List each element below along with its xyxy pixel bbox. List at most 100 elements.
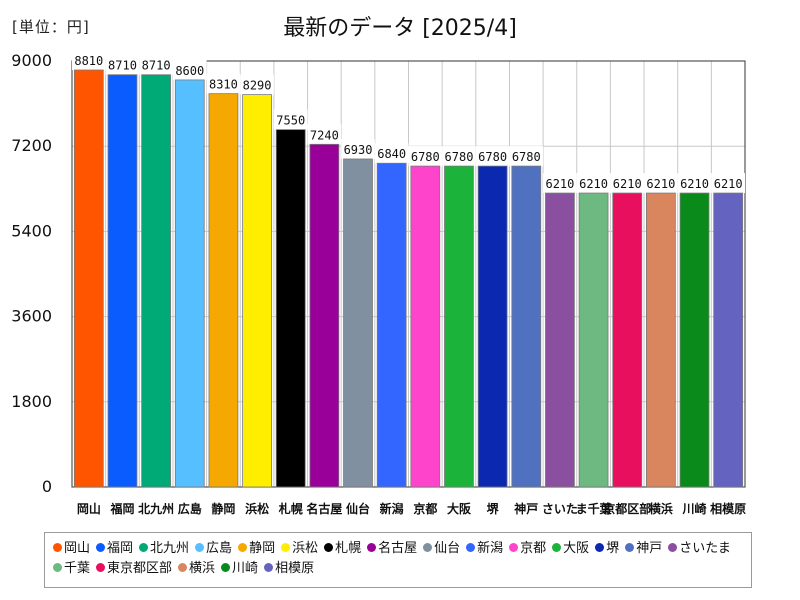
legend-label: 大阪 [563, 541, 590, 556]
legend-label: 札幌 [335, 541, 362, 556]
chart-title: 最新のデータ [2025/4] [283, 16, 517, 41]
legend-item: さいたま [668, 539, 731, 559]
legend-item: 北九州 [139, 539, 189, 559]
legend-swatch [139, 543, 149, 552]
legend-label: 神戸 [636, 541, 663, 556]
data-label: 6780 [411, 150, 440, 164]
legend-item: 神戸 [625, 539, 662, 559]
legend-label: 浜松 [292, 541, 319, 556]
legend-swatch [466, 543, 476, 552]
legend-item: 新潟 [466, 539, 503, 559]
bar [242, 94, 272, 488]
data-label-bg [644, 173, 678, 194]
data-label: 8710 [142, 59, 171, 73]
data-label: 8810 [74, 54, 103, 68]
legend-label: 川崎 [232, 561, 259, 576]
legend-item: 名古屋 [367, 539, 417, 559]
legend-swatch [281, 543, 291, 552]
legend-item: 東京都区部 [96, 559, 172, 579]
bar [73, 69, 104, 488]
bar [410, 165, 441, 488]
legend-swatch [221, 563, 231, 572]
legend-swatch [595, 543, 605, 552]
data-label-bg [341, 138, 375, 159]
x-tick-label: 北九州 [138, 501, 174, 516]
x-tick-label: 神戸 [514, 501, 538, 516]
legend-swatch [509, 543, 519, 552]
legend-label: 福岡 [107, 541, 134, 556]
data-label: 6210 [714, 177, 743, 191]
legend-item: 千葉 [53, 559, 90, 579]
x-tick-label: 静岡 [211, 501, 235, 516]
data-label-bg [374, 143, 409, 164]
legend-swatch [423, 543, 433, 552]
data-label: 6210 [545, 177, 574, 191]
data-label: 7550 [276, 114, 305, 128]
bar [679, 192, 710, 488]
data-label-bg [509, 146, 544, 167]
legend-label: 仙台 [434, 541, 461, 556]
bar [107, 74, 138, 488]
legend-swatch [53, 543, 62, 552]
x-tick-label: 京都 [413, 501, 437, 516]
data-label-bg [408, 146, 443, 167]
bar [511, 165, 542, 488]
legend-item: 相模原 [264, 559, 314, 579]
data-label-bg [139, 54, 173, 75]
data-label: 6780 [478, 150, 507, 164]
x-tick-label: 京都区部 [603, 501, 651, 516]
data-label: 6780 [445, 150, 474, 164]
legend-swatch [552, 543, 562, 552]
legend-label: 相模原 [275, 561, 315, 576]
data-label-bg [105, 54, 140, 75]
data-label: 8310 [209, 78, 238, 92]
data-label-bg [543, 173, 577, 194]
bar [309, 143, 340, 488]
bar [578, 192, 609, 488]
legend-item: 京都 [509, 539, 546, 559]
legend-label: 岡山 [64, 541, 91, 556]
legend-item: 札幌 [324, 539, 361, 559]
legend-label: 静岡 [249, 541, 276, 556]
x-tick-label: ま千葉 [576, 501, 613, 516]
legend-swatch [668, 543, 678, 552]
y-tick-label: 9000 [11, 51, 52, 70]
legend-swatch [367, 543, 377, 552]
unit-label: [単位：円] [12, 18, 90, 36]
bar [141, 74, 171, 488]
x-tick-label: 大阪 [447, 501, 472, 516]
data-label-bg [72, 49, 106, 70]
x-tick-label: 仙台 [346, 501, 370, 516]
data-label: 8290 [243, 79, 272, 93]
plot-border [71, 60, 746, 488]
bar [477, 165, 508, 488]
data-label: 6840 [377, 147, 406, 161]
legend-item: 堺 [595, 539, 619, 559]
data-label: 6210 [579, 177, 608, 191]
legend-label: 千葉 [64, 561, 91, 576]
legend-item: 広島 [195, 539, 232, 559]
data-label: 8600 [175, 64, 204, 78]
x-tick-label: 堺 [487, 501, 500, 516]
x-tick-label: 新潟 [380, 501, 404, 516]
data-label-bg [677, 173, 712, 194]
data-label: 6210 [646, 177, 675, 191]
legend-item: 仙台 [423, 539, 460, 559]
bar [545, 192, 575, 488]
bar [713, 192, 744, 488]
legend-label: 東京都区部 [107, 561, 173, 576]
bar [343, 158, 373, 488]
legend-item: 大阪 [552, 539, 589, 559]
legend-label: さいたま [679, 541, 731, 556]
data-label: 6930 [344, 143, 373, 157]
bar [376, 162, 407, 488]
legend: 岡山 福岡 北九州 広島 静岡 浜松 札幌 名古屋 仙台 新潟 京都 大阪 堺 神戸 さいたま千葉 東京都区部… [44, 532, 752, 588]
legend-item: 岡山 [53, 539, 90, 559]
legend-item: 横浜 [178, 559, 215, 579]
legend-item: 福岡 [96, 539, 133, 559]
data-label-bg [307, 124, 342, 145]
data-label: 8710 [108, 59, 137, 73]
legend-label: 新潟 [477, 541, 504, 556]
x-tick-label: 札幌 [278, 501, 303, 516]
bar [612, 192, 643, 488]
